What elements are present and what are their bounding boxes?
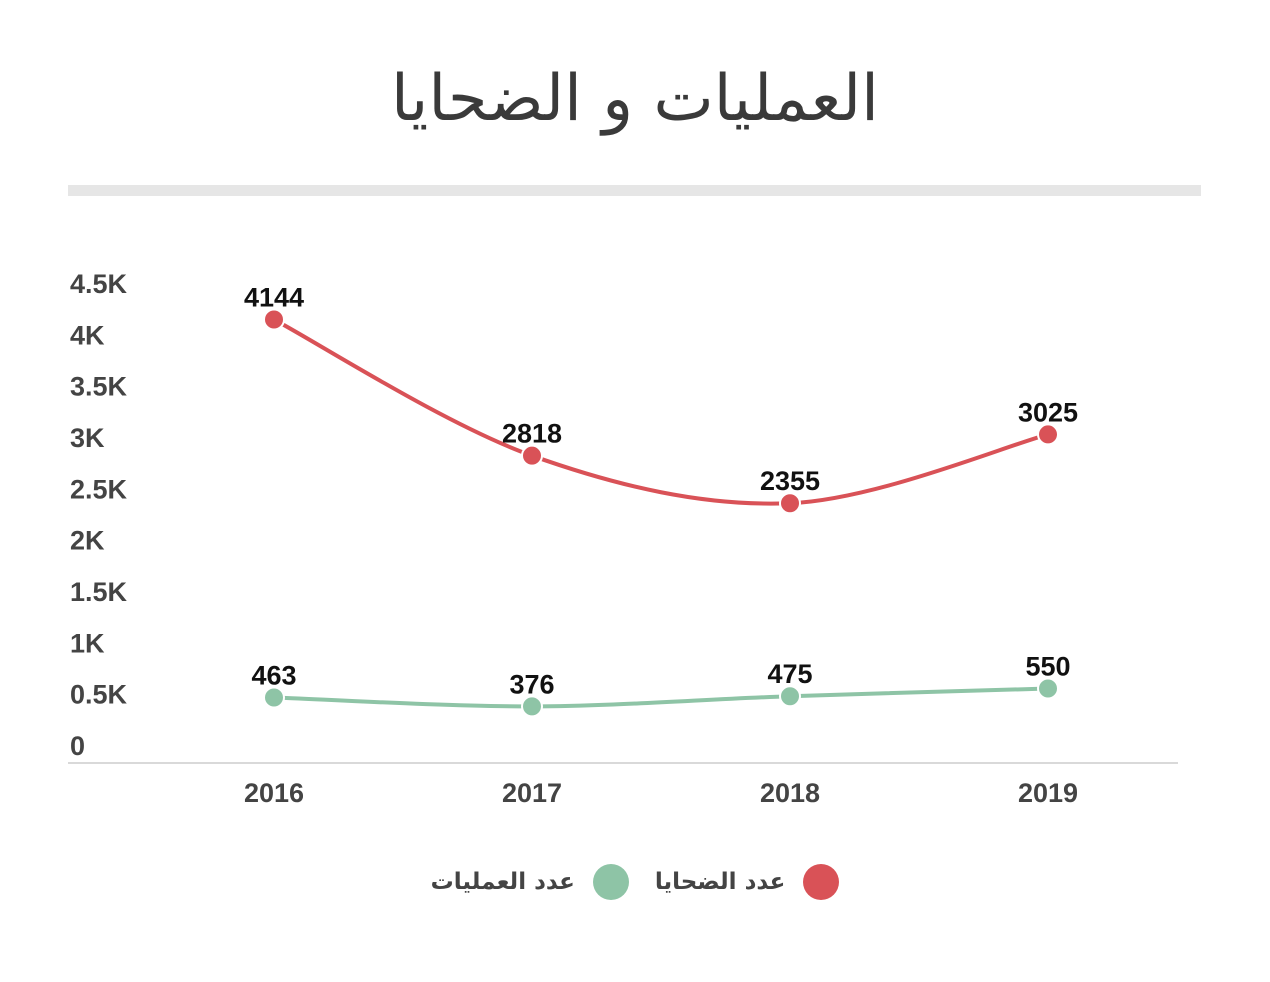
legend-item-operations[interactable]: عدد العمليات <box>431 864 629 900</box>
data-point[interactable] <box>779 685 801 708</box>
legend-swatch-victims <box>803 864 840 900</box>
series-line <box>273 686 1049 709</box>
series-line <box>273 317 1049 506</box>
data-label: 376 <box>509 669 554 699</box>
legend-swatch-operations <box>592 864 629 900</box>
x-tick-label: 2016 <box>244 778 304 808</box>
y-tick-label: 1K <box>70 628 105 658</box>
chart-title: العمليات و الضحايا <box>391 62 879 136</box>
data-label: 2818 <box>502 419 562 449</box>
legend: عدد الضحايا عدد العمليات <box>0 864 1270 900</box>
series-victims: 4144 2818 2355 3025 <box>244 283 1078 515</box>
data-point[interactable] <box>263 308 285 331</box>
data-label: 2355 <box>760 466 820 496</box>
data-point[interactable] <box>521 695 543 718</box>
y-tick-label: 2.5K <box>70 474 128 504</box>
series-operations: 463 376 475 550 <box>251 652 1071 718</box>
y-tick-label: 4.5K <box>70 269 128 299</box>
y-tick-label: 0 <box>70 731 85 761</box>
data-label: 4144 <box>244 283 304 313</box>
y-tick-label: 3.5K <box>70 372 128 402</box>
y-axis: 0 0.5K 1K 1.5K 2K 2.5K 3K 3.5K 4K 4.5K <box>70 269 128 761</box>
y-tick-label: 2K <box>70 526 105 556</box>
x-tick-label: 2019 <box>1018 778 1078 808</box>
data-label: 463 <box>251 660 296 690</box>
legend-label-victims: عدد الضحايا <box>654 869 786 895</box>
data-point[interactable] <box>521 444 543 467</box>
data-point[interactable] <box>263 686 285 709</box>
data-point[interactable] <box>1037 677 1059 700</box>
y-tick-label: 0.5K <box>70 680 128 710</box>
legend-label-operations: عدد العمليات <box>430 869 575 895</box>
data-label: 475 <box>767 659 812 689</box>
y-tick-label: 3K <box>70 423 105 453</box>
y-tick-label: 1.5K <box>70 577 128 607</box>
data-label: 3025 <box>1018 397 1078 427</box>
data-label: 550 <box>1025 652 1070 682</box>
x-tick-label: 2018 <box>760 778 820 808</box>
legend-item-victims[interactable]: عدد الضحايا <box>654 864 840 900</box>
data-point[interactable] <box>1037 423 1059 446</box>
title-divider <box>68 185 1201 196</box>
series-layer: 4144 2818 2355 3025 463 376 475 550 <box>244 283 1078 718</box>
x-axis: 2016 2017 2018 2019 <box>68 762 1178 808</box>
data-point[interactable] <box>779 492 801 515</box>
x-tick-label: 2017 <box>502 778 562 808</box>
y-tick-label: 4K <box>70 320 105 350</box>
